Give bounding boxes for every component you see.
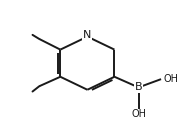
- Text: OH: OH: [131, 109, 146, 119]
- Text: N: N: [83, 30, 92, 40]
- Text: B: B: [135, 82, 142, 92]
- Text: OH: OH: [163, 74, 178, 84]
